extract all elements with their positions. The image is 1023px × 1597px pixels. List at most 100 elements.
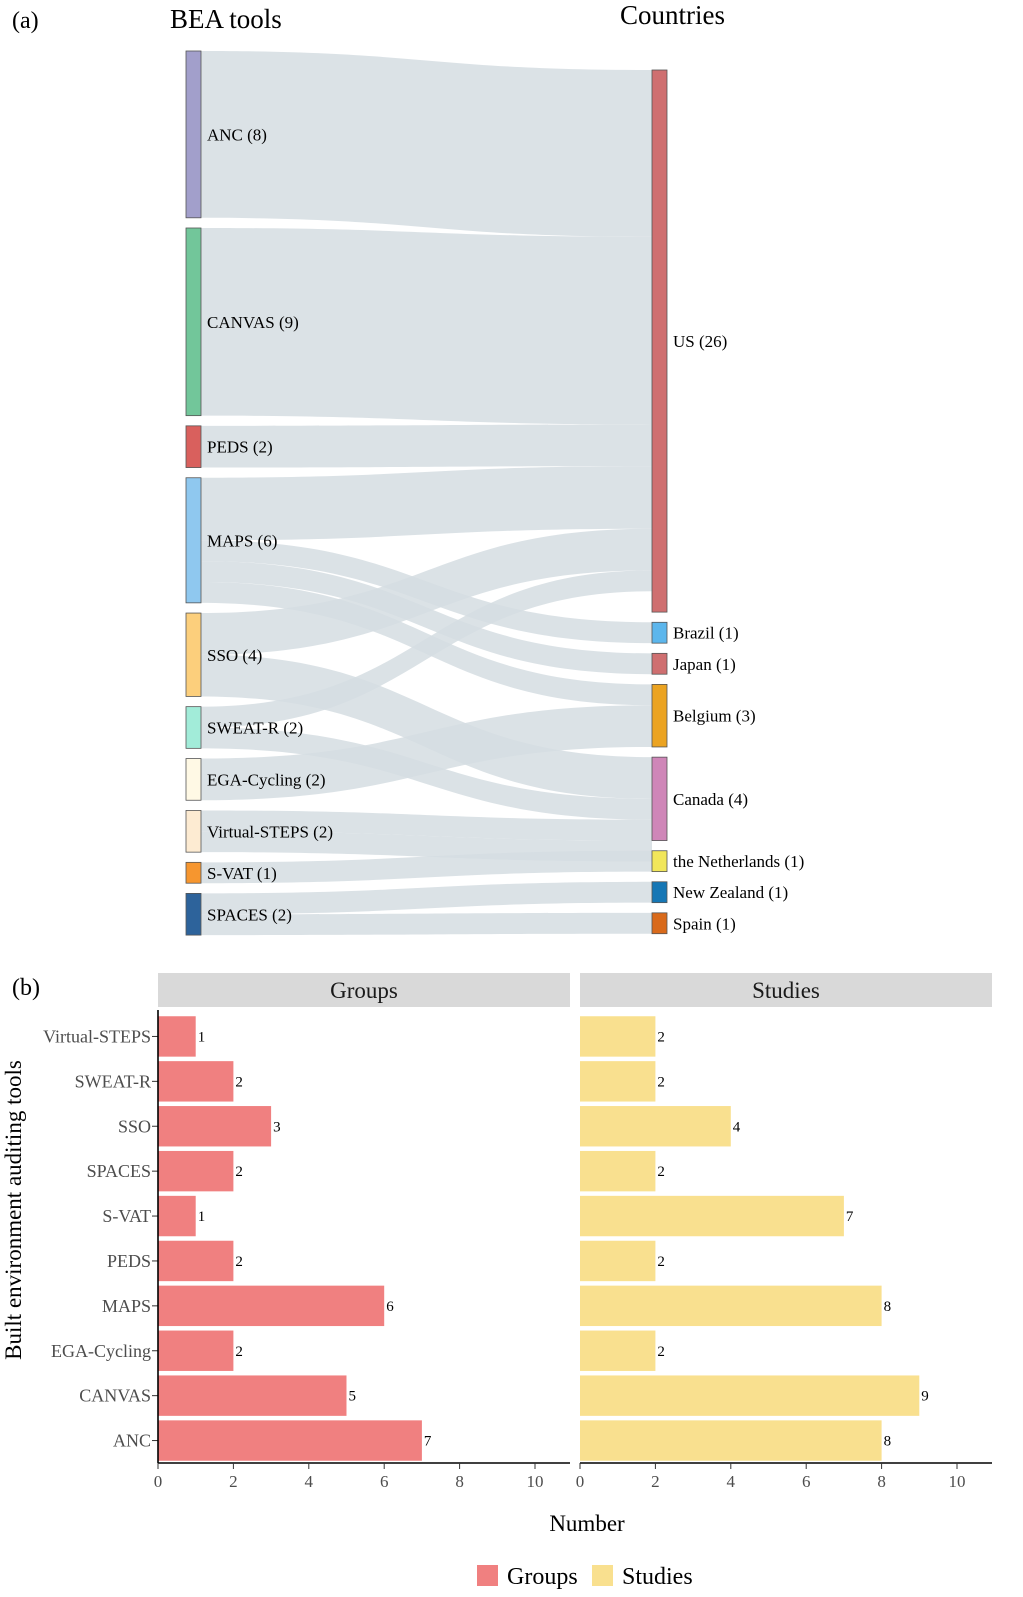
sankey-link-peds-to-us (201, 424, 652, 468)
bar-studies-s-vat (580, 1195, 844, 1237)
bar-studies-anc (580, 1420, 882, 1461)
x-tick-label: 10 (527, 1472, 544, 1491)
sankey-node-canvas (185, 227, 202, 417)
sankey-node-sweat-r (185, 706, 202, 749)
legend-swatch-studies (592, 1565, 613, 1586)
bar-groups-ega-cycling (158, 1330, 234, 1371)
sankey-link-sso-to-canada (201, 654, 652, 799)
data-label-groups-virtual-steps: 1 (198, 1029, 206, 1045)
facet-title-groups: Groups (330, 978, 398, 1003)
x-tick-label: 4 (727, 1472, 736, 1491)
data-label-groups-maps: 6 (386, 1299, 394, 1315)
data-label-groups-spaces: 2 (235, 1164, 243, 1180)
data-label-studies-sweat-r: 2 (657, 1074, 665, 1090)
sankey-node-label-brazil: Brazil (1) (673, 624, 739, 643)
sankey-node-us (651, 69, 668, 613)
panel-b-label: (b) (12, 975, 40, 1001)
panel-a-label: (a) (12, 8, 39, 34)
sankey-link-maps-to-japan (201, 561, 652, 675)
bar-studies-sso (580, 1106, 731, 1147)
sankey-node-spaces (185, 893, 202, 936)
sankey-node-new-zealand (651, 881, 668, 904)
sankey-node-label-maps: MAPS (6) (207, 531, 277, 550)
sankey-node-peds (185, 425, 202, 468)
x-axis-title: Number (549, 1511, 625, 1536)
sankey-link-canvas-to-us (201, 228, 652, 425)
sankey-node-the-netherlands (651, 850, 668, 873)
sankey-node-label-canada: Canada (4) (673, 790, 748, 809)
data-label-studies-s-vat: 7 (846, 1209, 854, 1225)
sankey-link-virtual-steps-to-canada (201, 810, 652, 841)
sankey-node-ega-cycling (185, 758, 202, 801)
x-tick-label: 10 (949, 1472, 966, 1491)
data-label-groups-canvas: 5 (349, 1389, 357, 1405)
bar-groups-peds (158, 1240, 234, 1282)
data-label-groups-anc: 7 (424, 1434, 432, 1450)
data-label-groups-sweat-r: 2 (235, 1074, 243, 1090)
x-tick-label: 0 (576, 1472, 585, 1491)
data-label-studies-sso: 4 (733, 1119, 741, 1135)
sankey-left-title: BEA tools (170, 4, 282, 34)
y-tick-label-s-vat: S-VAT (102, 1206, 151, 1226)
x-tick-label: 4 (305, 1472, 314, 1491)
x-tick-label: 0 (154, 1472, 163, 1491)
data-label-studies-maps: 8 (884, 1299, 892, 1315)
sankey-nodes: ANC (8) CANVAS (9) PEDS (2) MAPS (6) SSO (4)… (185, 50, 804, 936)
legend-label-studies: Studies (622, 1564, 693, 1590)
bar-studies-virtual-steps (580, 1016, 656, 1057)
sankey-node-label-new-zealand: New Zealand (1) (673, 883, 788, 902)
x-tick-label: 8 (455, 1472, 464, 1491)
data-label-groups-peds: 2 (235, 1254, 243, 1270)
y-tick-label-sweat-r: SWEAT-R (75, 1071, 151, 1091)
data-label-groups-ega-cycling: 2 (235, 1344, 243, 1360)
x-tick-label: 2 (229, 1472, 238, 1491)
sankey-node-virtual-steps (185, 810, 202, 853)
sankey-node-label-us: US (26) (673, 332, 727, 351)
data-label-studies-virtual-steps: 2 (657, 1029, 665, 1045)
bar-groups-sweat-r (158, 1061, 234, 1102)
data-label-groups-s-vat: 1 (198, 1209, 206, 1225)
sankey-node-label-peds: PEDS (2) (207, 438, 273, 457)
data-label-groups-sso: 3 (273, 1119, 281, 1135)
sankey-link-sso-to-us (201, 528, 652, 655)
bar-groups-spaces (158, 1150, 234, 1192)
y-tick-label-sso: SSO (118, 1116, 151, 1136)
sankey-node-spain (651, 912, 668, 935)
sankey-link-ega-cycling-to-belgium (201, 705, 652, 801)
bar-studies-spaces (580, 1150, 656, 1192)
legend-label-groups: Groups (507, 1564, 578, 1590)
sankey-link-spaces-to-new-zealand (201, 881, 652, 915)
y-tick-label-peds: PEDS (107, 1251, 151, 1271)
sankey-node-maps (185, 477, 202, 604)
x-tick-label: 8 (877, 1472, 886, 1491)
y-axis-title: Built environment auditing tools (1, 1060, 26, 1360)
sankey-link-maps-to-us (201, 466, 652, 541)
y-tick-label-ega-cycling: EGA-Cycling (51, 1341, 151, 1361)
sankey-node-label-virtual-steps: Virtual-STEPS (2) (207, 822, 333, 841)
sankey-node-canada (651, 756, 668, 841)
sankey-node-s-vat (185, 861, 202, 884)
x-tick-label: 2 (651, 1472, 660, 1491)
facet-strip-studies (580, 973, 992, 1007)
sankey-node-belgium (651, 684, 668, 748)
sankey-right-title: Countries (620, 0, 725, 30)
bar-groups-canvas (158, 1375, 347, 1416)
sankey-link-anc-to-us (201, 51, 652, 237)
bar-groups-s-vat (158, 1195, 196, 1237)
data-label-studies-canvas: 9 (921, 1389, 929, 1405)
y-tick-label-anc: ANC (113, 1431, 151, 1451)
sankey-node-label-anc: ANC (8) (207, 125, 267, 144)
data-label-studies-peds: 2 (657, 1254, 665, 1270)
bar-studies-sweat-r (580, 1061, 656, 1102)
sankey-link-s-vat-to-the-netherlands (201, 850, 652, 884)
sankey-node-label-ega-cycling: EGA-Cycling (2) (207, 770, 326, 789)
legend: Groups Studies (477, 1564, 693, 1590)
sankey-link-sweat-r-to-us (201, 570, 652, 728)
bar-groups-maps (158, 1285, 385, 1327)
sankey-node-label-the-netherlands: the Netherlands (1) (673, 852, 804, 871)
sankey-node-label-canvas: CANVAS (9) (207, 313, 299, 332)
bar-groups-sso (158, 1106, 272, 1147)
data-label-studies-spaces: 2 (657, 1164, 665, 1180)
y-tick-label-maps: MAPS (102, 1296, 151, 1316)
